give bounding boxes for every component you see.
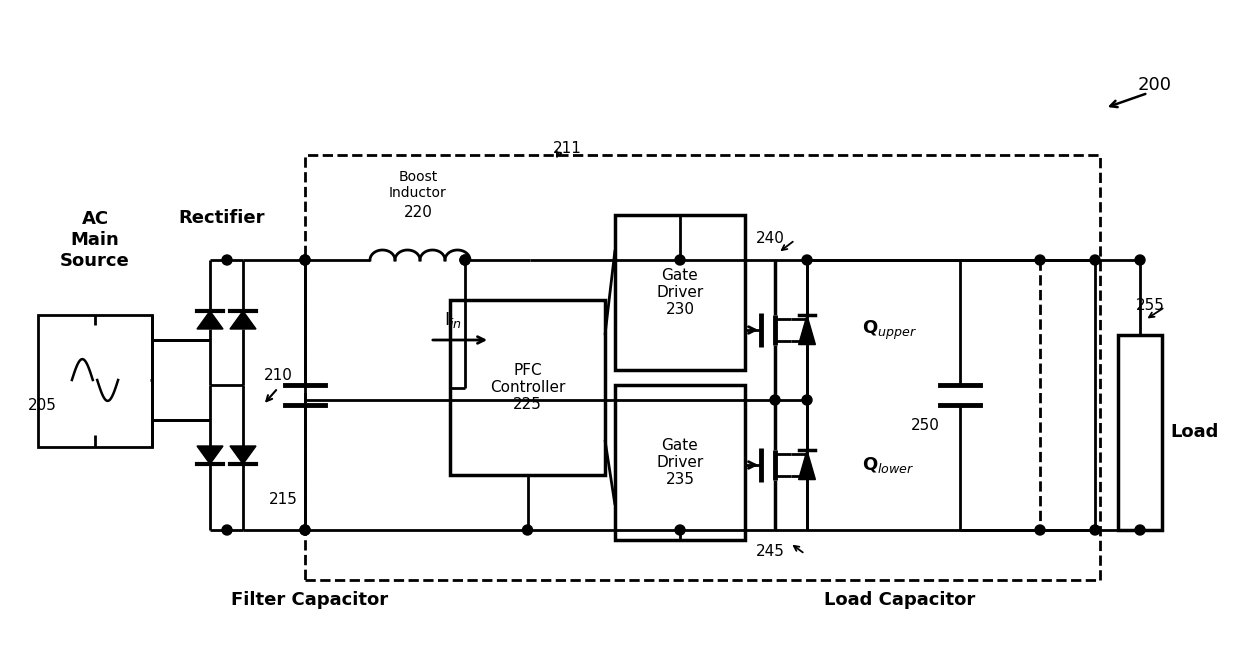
Text: 210: 210 <box>264 368 293 382</box>
Text: Gate
Driver
230: Gate Driver 230 <box>656 267 703 317</box>
Circle shape <box>770 395 780 405</box>
Text: 205: 205 <box>27 398 57 412</box>
Bar <box>305 155 1100 580</box>
Circle shape <box>222 525 232 535</box>
Polygon shape <box>799 315 816 344</box>
Circle shape <box>460 255 470 265</box>
Text: PFC
Controller
225: PFC Controller 225 <box>490 362 565 412</box>
Circle shape <box>1035 525 1045 535</box>
Polygon shape <box>197 311 223 329</box>
Circle shape <box>300 255 310 265</box>
Polygon shape <box>229 311 255 329</box>
Polygon shape <box>229 446 255 464</box>
Circle shape <box>522 525 532 535</box>
Text: Q$_{lower}$: Q$_{lower}$ <box>862 455 915 475</box>
Text: 250: 250 <box>911 418 940 432</box>
Bar <box>1118 335 1162 530</box>
Text: 220: 220 <box>403 205 433 219</box>
Text: 240: 240 <box>755 231 785 245</box>
Circle shape <box>675 255 684 265</box>
Text: Filter Capacitor: Filter Capacitor <box>232 591 388 609</box>
Circle shape <box>802 255 812 265</box>
Text: Boost
Inductor: Boost Inductor <box>389 170 446 200</box>
Circle shape <box>222 255 232 265</box>
Circle shape <box>1035 255 1045 265</box>
Bar <box>615 385 745 540</box>
Text: AC
Main
Source: AC Main Source <box>60 210 130 270</box>
Bar <box>38 315 153 447</box>
Text: 200: 200 <box>1138 76 1172 94</box>
Text: Rectifier: Rectifier <box>179 209 265 227</box>
Text: Q$_{upper}$: Q$_{upper}$ <box>862 319 918 342</box>
Polygon shape <box>197 446 223 464</box>
Circle shape <box>300 525 310 535</box>
Bar <box>450 300 605 475</box>
Circle shape <box>300 255 310 265</box>
Bar <box>615 215 745 370</box>
Text: I$_{in}$: I$_{in}$ <box>444 310 463 330</box>
Circle shape <box>1135 525 1145 535</box>
Circle shape <box>802 395 812 405</box>
Text: 215: 215 <box>269 493 298 507</box>
Polygon shape <box>799 450 816 479</box>
Circle shape <box>675 525 684 535</box>
Text: 255: 255 <box>1136 297 1164 313</box>
Text: Gate
Driver
235: Gate Driver 235 <box>656 438 703 487</box>
Circle shape <box>460 255 470 265</box>
Text: 211: 211 <box>553 140 582 156</box>
Circle shape <box>1135 255 1145 265</box>
Text: Load Capacitor: Load Capacitor <box>825 591 976 609</box>
Text: Load: Load <box>1171 423 1219 441</box>
Text: 245: 245 <box>755 545 785 559</box>
Circle shape <box>1090 255 1100 265</box>
Circle shape <box>1090 525 1100 535</box>
Circle shape <box>300 525 310 535</box>
